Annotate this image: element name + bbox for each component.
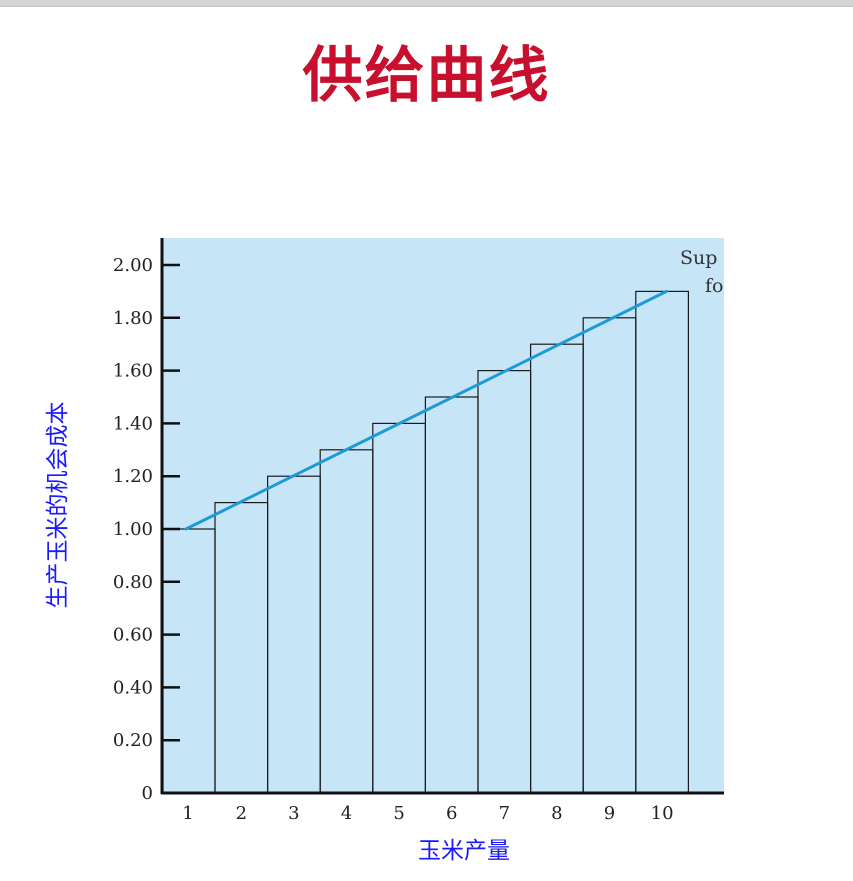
x-tick-label: 10 xyxy=(651,803,674,824)
y-tick-label: 1.80 xyxy=(113,308,153,329)
y-tick-label: 1.00 xyxy=(113,519,153,540)
supply-annotation-line1: Sup xyxy=(680,247,717,269)
x-tick-label: 9 xyxy=(604,803,615,824)
y-tick-label: 1.20 xyxy=(113,466,153,487)
x-tick-label: 7 xyxy=(499,803,510,824)
y-tick-label: 0.20 xyxy=(113,730,153,751)
x-tick-label: 8 xyxy=(551,803,562,824)
y-tick-label: 1.40 xyxy=(113,413,153,434)
top-rule xyxy=(0,0,853,7)
y-tick-label: 0.80 xyxy=(113,572,153,593)
y-tick-label: 0 xyxy=(142,783,153,804)
x-axis-label: 玉米产量 xyxy=(418,838,510,864)
x-tick-label: 1 xyxy=(182,803,193,824)
x-tick-label: 2 xyxy=(236,803,247,824)
x-tick-label: 3 xyxy=(288,803,299,824)
x-tick-label: 5 xyxy=(393,803,404,824)
supply-annotation-line2: fo xyxy=(705,275,723,297)
supply-line xyxy=(184,289,668,531)
y-tick-label: 0.60 xyxy=(113,625,153,646)
y-tick-label: 0.40 xyxy=(113,677,153,698)
x-tick-label: 4 xyxy=(341,803,352,824)
x-tick-label: 6 xyxy=(446,803,457,824)
y-axis-label: 生产玉米的机会成本 xyxy=(45,401,71,609)
slide-title: 供给曲线 xyxy=(302,41,551,111)
y-tick-label: 2.00 xyxy=(113,255,153,276)
y-tick-label: 1.60 xyxy=(113,361,153,382)
plot-background xyxy=(163,238,724,793)
